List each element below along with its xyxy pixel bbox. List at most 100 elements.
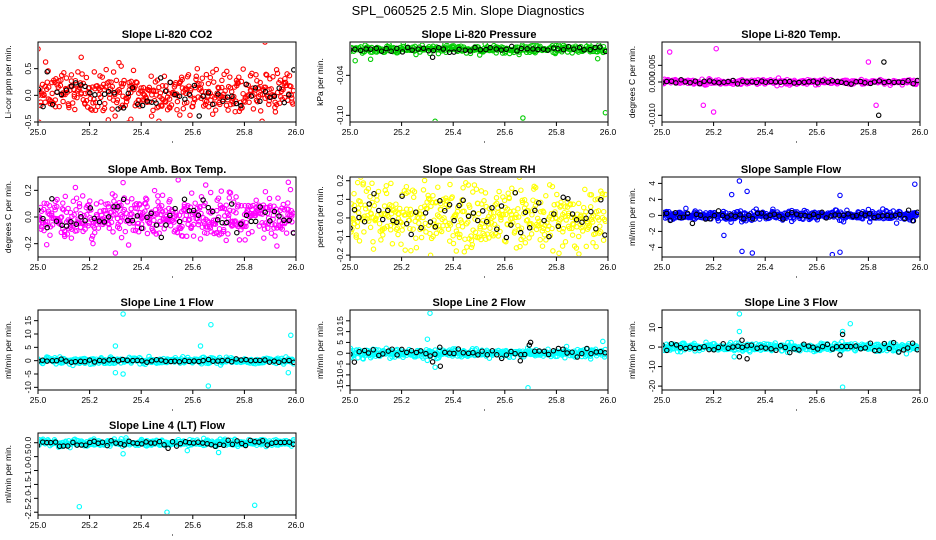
sample-point (68, 235, 75, 241)
sample-point (227, 190, 234, 196)
sample-point (289, 219, 295, 225)
sample-point (196, 80, 202, 87)
average-point (744, 79, 750, 85)
average-point (569, 211, 576, 217)
sample-point (71, 91, 78, 98)
average-point (550, 348, 557, 354)
sample-point (192, 96, 198, 103)
sample-point (407, 225, 413, 232)
average-point (498, 47, 505, 53)
sample-point (138, 85, 144, 91)
sample-point (225, 107, 231, 113)
y-axis-label: degrees C per min. (3, 181, 13, 253)
sample-point (505, 190, 511, 197)
y-tick-label: -5 (23, 370, 33, 378)
sample-point (125, 94, 132, 100)
average-point (715, 208, 722, 214)
average-point (82, 358, 88, 365)
sample-point (112, 250, 119, 256)
y-tick-label: -15 (335, 379, 345, 392)
sample-point (547, 232, 554, 239)
y-tick-label: 15 (335, 316, 345, 326)
average-point (161, 442, 167, 448)
sample-point (913, 80, 919, 87)
sample-point (770, 206, 776, 212)
average-point (172, 205, 178, 212)
average-point (125, 90, 132, 97)
sample-point (430, 233, 436, 240)
sample-point (112, 369, 119, 376)
sample-point (483, 236, 489, 242)
sample-point (459, 224, 466, 230)
x-tick-label: 25.0 (654, 395, 671, 405)
average-point (739, 344, 746, 351)
sample-point (210, 69, 216, 75)
sample-point (219, 84, 225, 91)
average-point (446, 202, 453, 208)
sample-point (486, 205, 493, 212)
average-point (101, 91, 108, 97)
average-point (602, 350, 607, 356)
sample-point (153, 231, 159, 237)
sample-point (128, 116, 134, 121)
sample-point (212, 217, 219, 223)
sample-point (75, 86, 82, 93)
sample-point (193, 76, 199, 83)
average-point (82, 217, 88, 224)
sample-point (148, 113, 155, 119)
sample-point (393, 201, 399, 207)
sample-point (93, 201, 100, 207)
y-tick-label: 0 (335, 351, 345, 356)
sample-point (42, 219, 49, 225)
sample-point (60, 225, 66, 232)
average-point (394, 45, 400, 52)
sample-point (106, 79, 112, 85)
sample-point (76, 203, 83, 210)
sample-point (208, 321, 214, 328)
sample-point (498, 217, 504, 223)
sample-point (81, 212, 87, 219)
average-point (782, 344, 789, 351)
average-point (291, 67, 295, 73)
sample-point (49, 90, 55, 97)
y-tick-label: -0.010 (647, 103, 657, 127)
average-point (899, 79, 906, 86)
sample-point (174, 98, 181, 105)
average-point (796, 79, 802, 86)
sample-point (549, 225, 555, 232)
sample-point (226, 195, 233, 201)
average-point (370, 347, 377, 353)
average-point (290, 359, 295, 366)
sample-point (114, 215, 121, 222)
sample-point (410, 226, 416, 232)
plot-frame (349, 41, 609, 123)
sample-point (195, 94, 201, 100)
sample-point (171, 219, 177, 225)
average-point (503, 234, 510, 241)
sample-point (533, 226, 540, 233)
average-point (437, 344, 443, 351)
y-axis-label: percent per min. (315, 186, 325, 247)
sample-point (242, 237, 248, 243)
average-point (68, 83, 75, 89)
sample-point (445, 226, 452, 232)
average-point (746, 212, 752, 219)
y-tick-label: 2 (647, 197, 657, 202)
average-point (91, 359, 98, 365)
average-point (233, 356, 239, 362)
average-point (739, 337, 745, 343)
sample-point (586, 222, 593, 228)
average-point (176, 218, 183, 225)
sample-point (175, 178, 181, 183)
average-point (701, 78, 707, 85)
sample-point (130, 67, 137, 74)
average-point (276, 213, 282, 219)
y-tick-label: 10 (335, 327, 345, 337)
sample-point (427, 230, 433, 237)
sample-point (207, 74, 214, 81)
sample-point (47, 232, 53, 238)
sample-point (351, 221, 358, 227)
average-point (456, 46, 462, 53)
average-point (205, 90, 212, 96)
x-tick-label: 26.0 (288, 395, 305, 405)
